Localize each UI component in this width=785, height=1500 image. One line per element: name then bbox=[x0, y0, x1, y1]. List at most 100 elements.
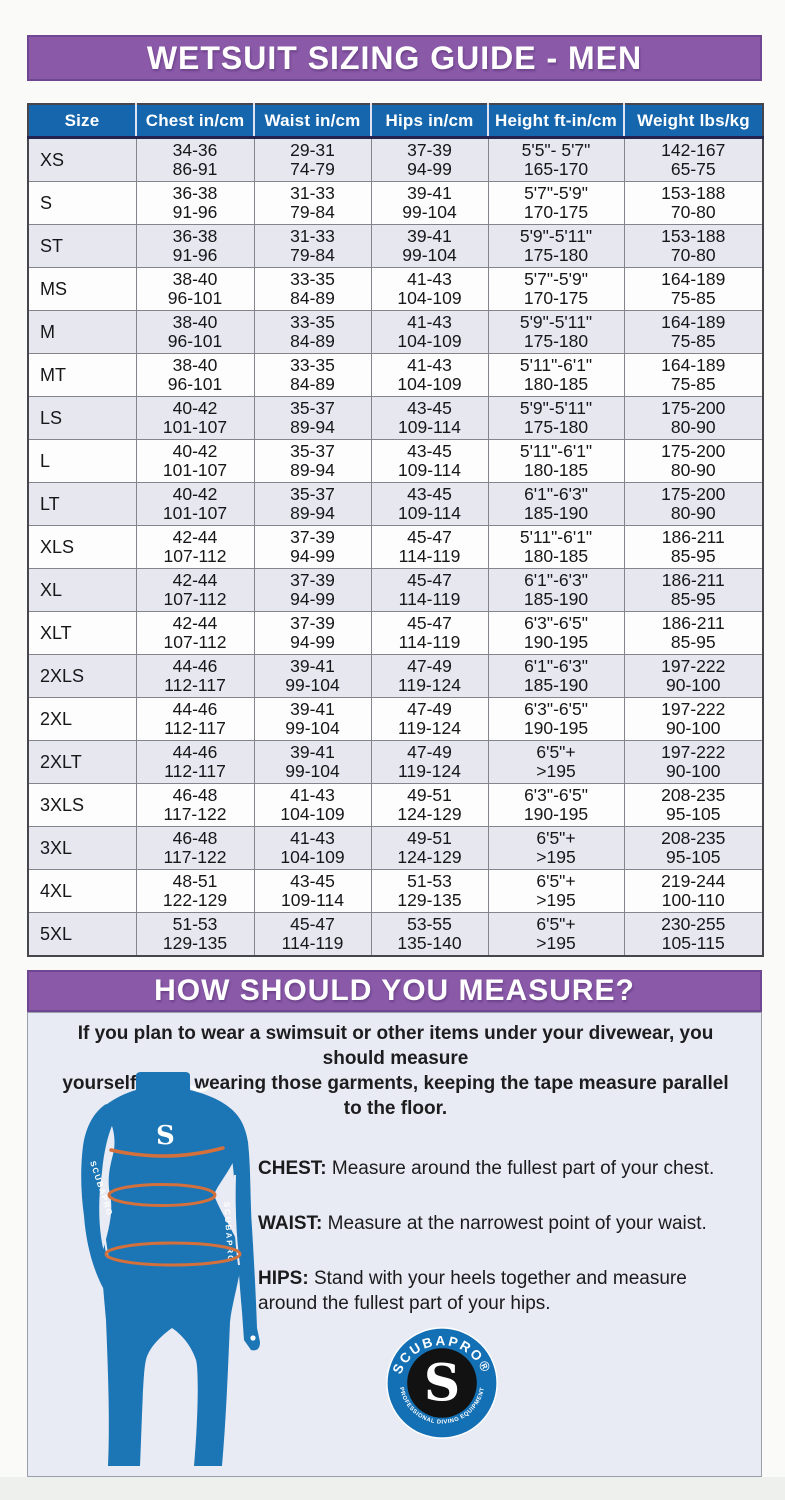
value-cell: 39-41 99-104 bbox=[370, 181, 489, 225]
table-row: M 38-40 96-101 33-35 84-89 41-43 104-109 5'9… bbox=[27, 310, 764, 354]
value-cell: 44-46 112-117 bbox=[135, 740, 255, 784]
chest-measure-line bbox=[109, 1146, 225, 1158]
value-cell: 5'7"-5'9" 170-175 bbox=[487, 181, 625, 225]
value-cell: 5'11"-6'1" 180-185 bbox=[487, 525, 625, 569]
value-cell: 38-40 96-101 bbox=[135, 310, 255, 354]
value-cell: 153-188 70-80 bbox=[623, 181, 764, 225]
value-cell: 37-39 94-99 bbox=[253, 568, 372, 612]
value-cell: 219-244 100-110 bbox=[623, 869, 764, 913]
size-cell: MS bbox=[27, 267, 137, 311]
size-cell: XL bbox=[27, 568, 137, 612]
value-cell: 6'5"+ >195 bbox=[487, 826, 625, 870]
value-cell: 41-43 104-109 bbox=[370, 353, 489, 397]
measure-panel: If you plan to wear a swimsuit or other … bbox=[27, 1012, 762, 1477]
waist-text: Measure at the narrowest point of your w… bbox=[322, 1213, 707, 1234]
value-cell: 5'9"-5'11" 175-180 bbox=[487, 224, 625, 268]
logo-inner-circle bbox=[407, 1348, 477, 1418]
size-cell: 5XL bbox=[27, 912, 137, 957]
wetsuit-right-arm bbox=[224, 1104, 260, 1351]
table-row: MT 38-40 96-101 33-35 84-89 41-43 104-109 5'… bbox=[27, 353, 764, 397]
value-cell: 35-37 89-94 bbox=[253, 439, 372, 483]
value-cell: 49-51 124-129 bbox=[370, 783, 489, 827]
size-cell: S bbox=[27, 181, 137, 225]
value-cell: 6'1"-6'3" 185-190 bbox=[487, 482, 625, 526]
table-row: 4XL 48-51 122-129 43-45 109-114 51-53 129-1… bbox=[27, 869, 764, 913]
table-row: LT 40-42 101-107 35-37 89-94 43-45 109-114 6… bbox=[27, 482, 764, 526]
value-cell: 29-31 74-79 bbox=[253, 137, 372, 182]
table-row: 3XL 46-48 117-122 41-43 104-109 49-51 124-1… bbox=[27, 826, 764, 870]
value-cell: 164-189 75-85 bbox=[623, 310, 764, 354]
size-cell: XLS bbox=[27, 525, 137, 569]
value-cell: 5'11"-6'1" 180-185 bbox=[487, 439, 625, 483]
value-cell: 186-211 85-95 bbox=[623, 611, 764, 655]
value-cell: 164-189 75-85 bbox=[623, 267, 764, 311]
wetsuit-left-arm bbox=[81, 1104, 141, 1324]
value-cell: 197-222 90-100 bbox=[623, 697, 764, 741]
value-cell: 6'1"-6'3" 185-190 bbox=[487, 568, 625, 612]
value-cell: 38-40 96-101 bbox=[135, 267, 255, 311]
waist-instruction: WAIST: Measure at the narrowest point of… bbox=[258, 1186, 738, 1236]
value-cell: 49-51 124-129 bbox=[370, 826, 489, 870]
value-cell: 47-49 119-124 bbox=[370, 697, 489, 741]
table-row: 3XLS 46-48 117-122 41-43 104-109 49-51 124-… bbox=[27, 783, 764, 827]
size-cell: 3XL bbox=[27, 826, 137, 870]
value-cell: 47-49 119-124 bbox=[370, 740, 489, 784]
value-cell: 41-43 104-109 bbox=[370, 310, 489, 354]
table-row: 2XLT 44-46 112-117 39-41 99-104 47-49 119-1… bbox=[27, 740, 764, 784]
value-cell: 35-37 89-94 bbox=[253, 396, 372, 440]
value-cell: 175-200 80-90 bbox=[623, 396, 764, 440]
table-header-row: Size Chest in/cm Waist in/cm Hips in/cm Heig… bbox=[28, 104, 763, 139]
value-cell: 45-47 114-119 bbox=[370, 525, 489, 569]
column-header: Hips in/cm bbox=[371, 104, 489, 139]
value-cell: 34-36 86-91 bbox=[135, 137, 255, 182]
value-cell: 197-222 90-100 bbox=[623, 740, 764, 784]
table-row: L 40-42 101-107 35-37 89-94 43-45 109-114 5'… bbox=[27, 439, 764, 483]
value-cell: 208-235 95-105 bbox=[623, 826, 764, 870]
value-cell: 45-47 114-119 bbox=[370, 568, 489, 612]
value-cell: 40-42 101-107 bbox=[135, 396, 255, 440]
value-cell: 41-43 104-109 bbox=[370, 267, 489, 311]
value-cell: 36-38 91-96 bbox=[135, 181, 255, 225]
value-cell: 6'5"+ >195 bbox=[487, 740, 625, 784]
value-cell: 208-235 95-105 bbox=[623, 783, 764, 827]
value-cell: 35-37 89-94 bbox=[253, 482, 372, 526]
value-cell: 41-43 104-109 bbox=[253, 783, 372, 827]
measure-intro: If you plan to wear a swimsuit or other … bbox=[62, 1023, 729, 1119]
value-cell: 31-33 79-84 bbox=[253, 224, 372, 268]
value-cell: 42-44 107-112 bbox=[135, 525, 255, 569]
value-cell: 38-40 96-101 bbox=[135, 353, 255, 397]
table-row: XLT 42-44 107-112 37-39 94-99 45-47 114-119… bbox=[27, 611, 764, 655]
scubapro-logo: SCUBAPRO® PROFESSIONAL DIVING EQUIPMENT … bbox=[386, 1327, 498, 1439]
column-header: Height ft-in/cm bbox=[488, 104, 625, 139]
hips-instruction: HIPS: Stand with your heels together and… bbox=[258, 1241, 738, 1316]
value-cell: 164-189 75-85 bbox=[623, 353, 764, 397]
size-cell: 3XLS bbox=[27, 783, 137, 827]
value-cell: 46-48 117-122 bbox=[135, 826, 255, 870]
value-cell: 43-45 109-114 bbox=[253, 869, 372, 913]
value-cell: 39-41 99-104 bbox=[253, 654, 372, 698]
table-row: S 36-38 91-96 31-33 79-84 39-41 99-104 5'7"-… bbox=[27, 181, 764, 225]
value-cell: 5'9"-5'11" 175-180 bbox=[487, 310, 625, 354]
size-cell: LT bbox=[27, 482, 137, 526]
value-cell: 6'1"-6'3" 185-190 bbox=[487, 654, 625, 698]
table-row: XS 34-36 86-91 29-31 74-79 37-39 94-99 5'5"-… bbox=[27, 137, 764, 182]
value-cell: 41-43 104-109 bbox=[253, 826, 372, 870]
value-cell: 37-39 94-99 bbox=[370, 137, 489, 182]
value-cell: 45-47 114-119 bbox=[253, 912, 372, 957]
value-cell: 33-35 84-89 bbox=[253, 353, 372, 397]
wetsuit-figure-graphic: S SCUBAPRO SCUBAPRO bbox=[81, 1072, 260, 1466]
size-cell: XLT bbox=[27, 611, 137, 655]
collar-highlight bbox=[190, 1085, 209, 1092]
value-cell: 31-33 79-84 bbox=[253, 181, 372, 225]
chest-logo-letter: S bbox=[156, 1121, 175, 1151]
value-cell: 153-188 70-80 bbox=[623, 224, 764, 268]
column-header: Size bbox=[28, 104, 137, 139]
value-cell: 42-44 107-112 bbox=[135, 611, 255, 655]
size-cell: ST bbox=[27, 224, 137, 268]
size-cell: 2XL bbox=[27, 697, 137, 741]
chest-instruction: CHEST: Measure around the fullest part o… bbox=[258, 1131, 738, 1181]
wrist-dot bbox=[250, 1335, 256, 1341]
value-cell: 44-46 112-117 bbox=[135, 697, 255, 741]
size-cell: 2XLS bbox=[27, 654, 137, 698]
value-cell: 39-41 99-104 bbox=[370, 224, 489, 268]
